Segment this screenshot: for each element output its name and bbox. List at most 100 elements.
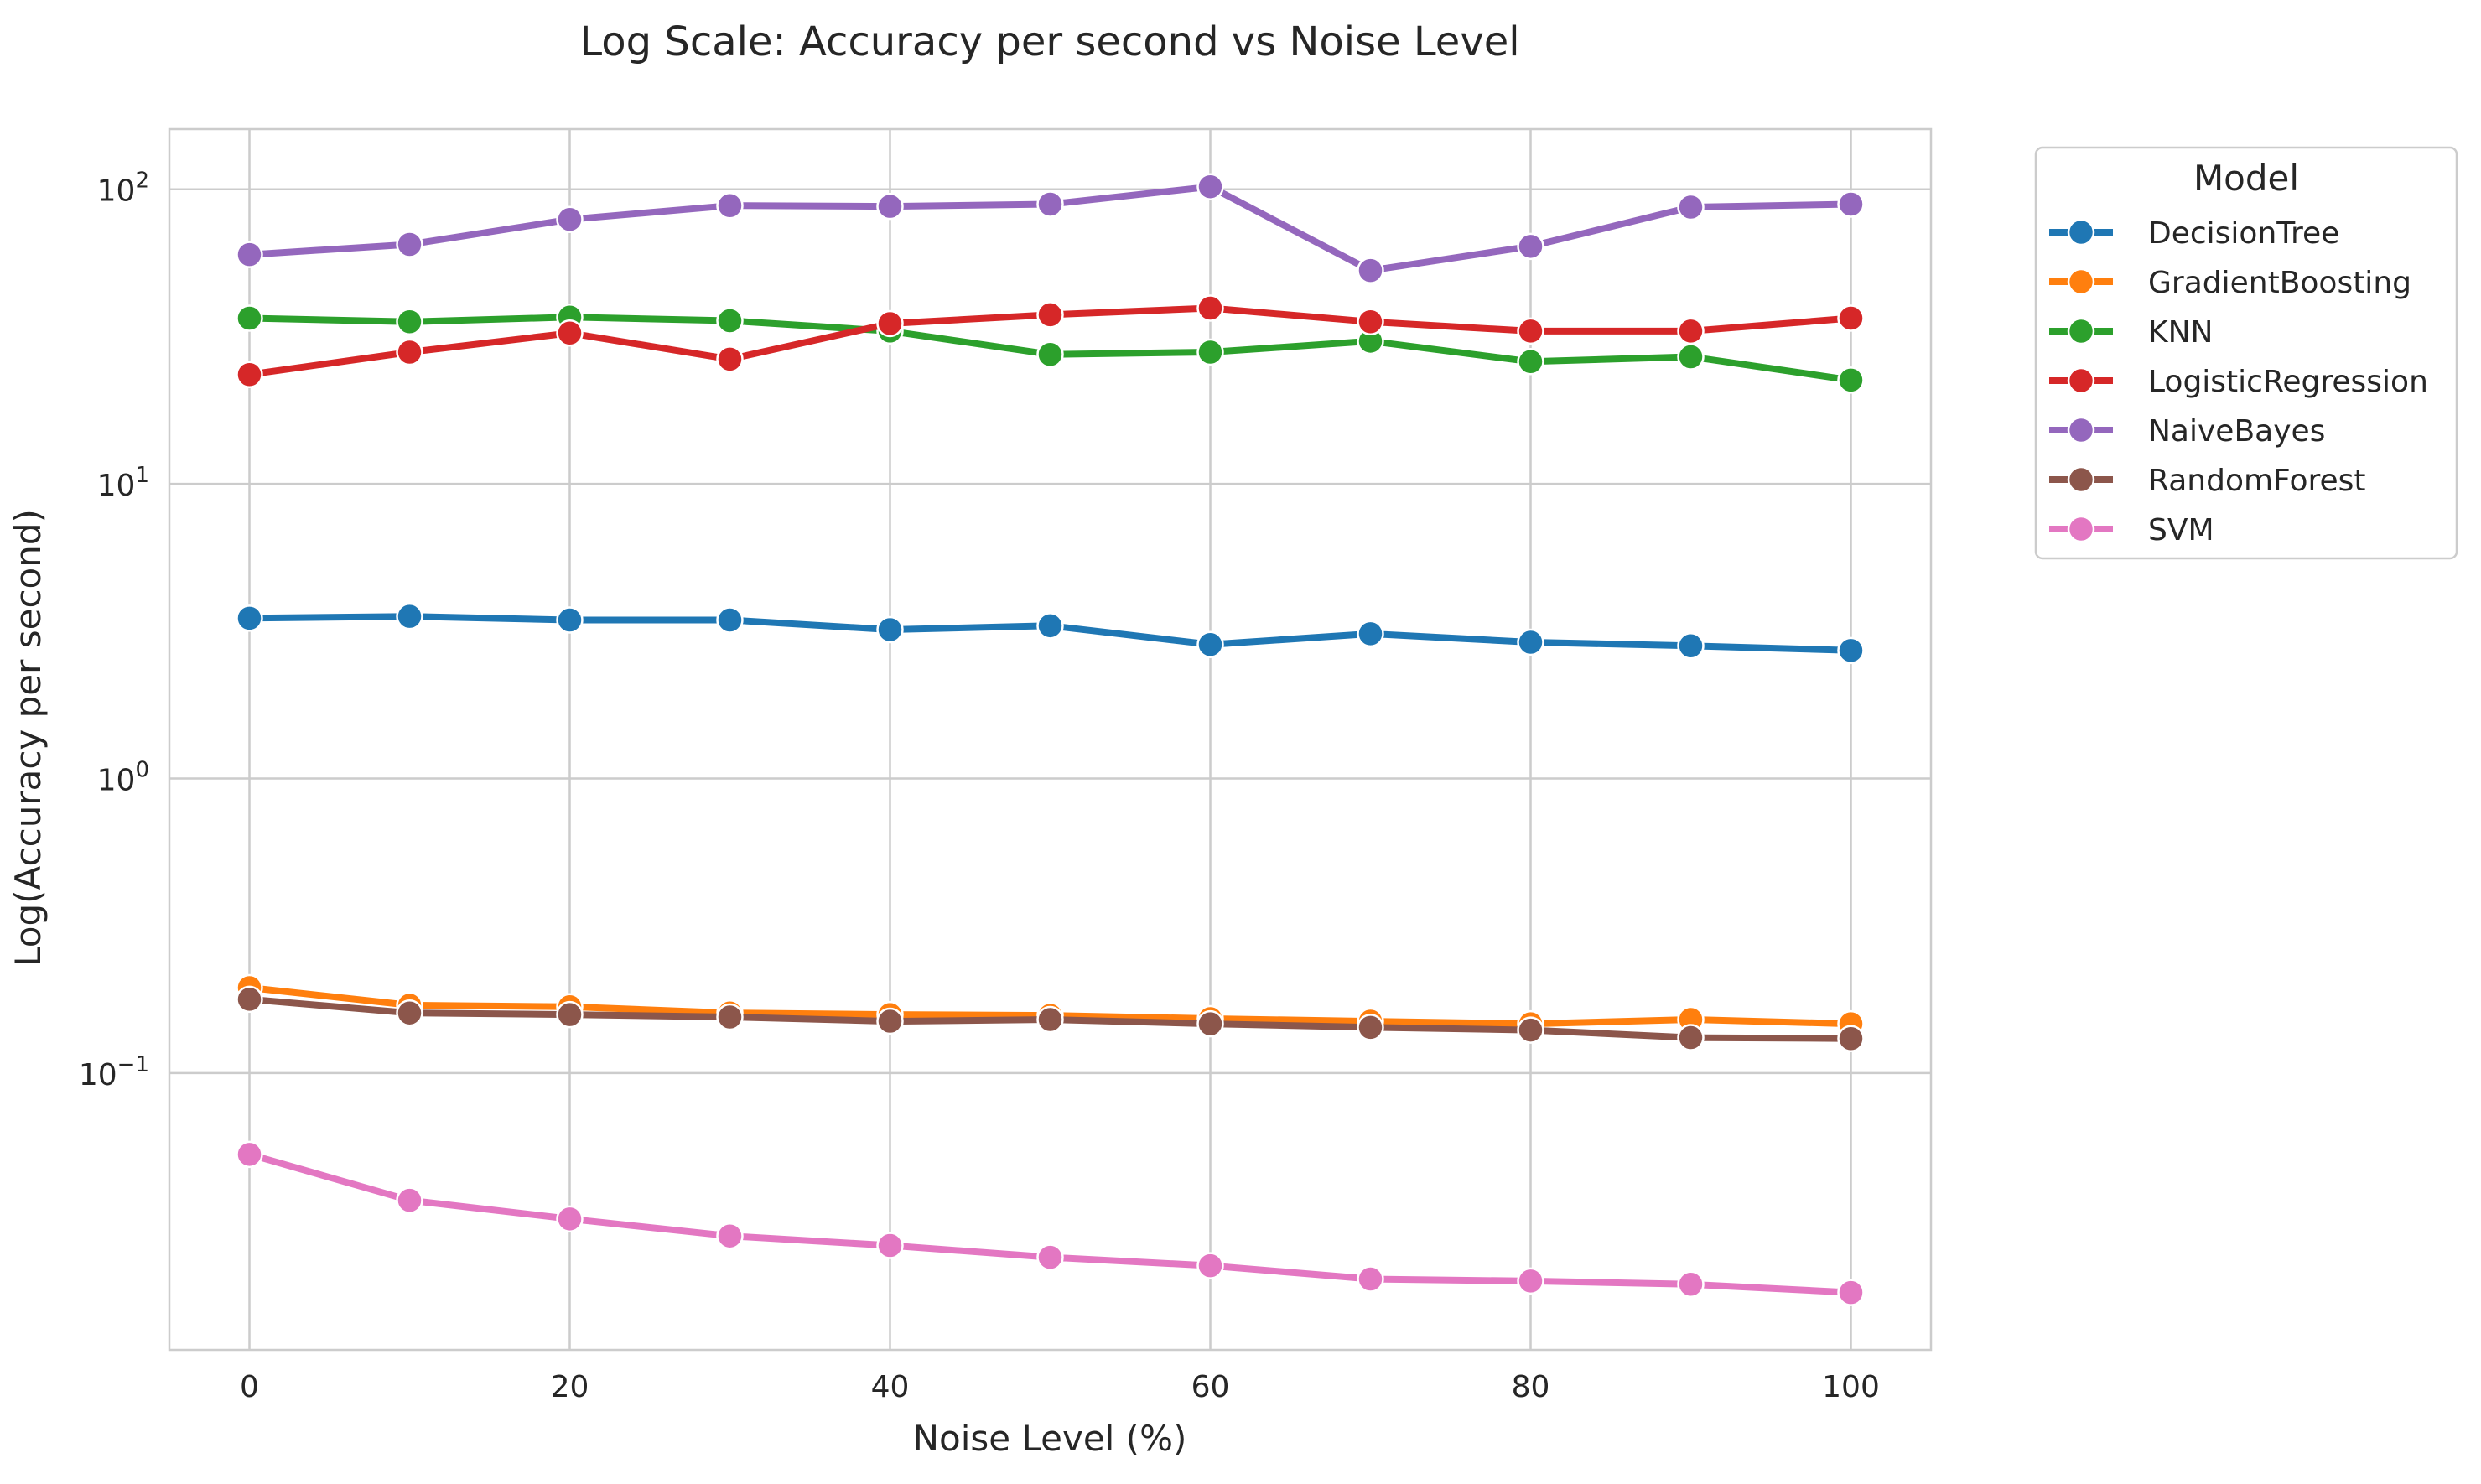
data-point	[236, 304, 263, 332]
data-point	[236, 1140, 263, 1169]
data-point	[1357, 308, 1384, 336]
data-point	[716, 307, 744, 335]
legend-label: GradientBoosting	[2148, 266, 2411, 300]
data-point	[716, 606, 744, 634]
series-layer	[236, 173, 1865, 1306]
data-point	[396, 231, 423, 258]
x-tick-label: 20	[551, 1370, 589, 1404]
data-point	[1677, 343, 1705, 371]
data-point	[1517, 1267, 1544, 1295]
x-tick-label: 40	[871, 1370, 910, 1404]
legend-label: RandomForest	[2148, 464, 2366, 498]
series-NaiveBayes	[236, 173, 1865, 284]
data-point	[1517, 317, 1544, 345]
data-point	[876, 1232, 904, 1259]
legend-entry: LogisticRegression	[2049, 365, 2428, 399]
plot-area-frame	[168, 127, 1933, 1352]
x-tick-label: 60	[1191, 1370, 1230, 1404]
data-point	[1036, 301, 1064, 329]
data-point	[1196, 630, 1224, 658]
data-point	[876, 1007, 904, 1035]
legend-marker	[2067, 416, 2095, 444]
data-point	[1036, 190, 1064, 218]
data-point	[1837, 636, 1865, 665]
data-point	[556, 1000, 584, 1029]
legend-marker	[2067, 366, 2095, 395]
x-axis-label: Noise Level (%)	[913, 1418, 1187, 1459]
data-point	[556, 606, 584, 634]
data-point	[1196, 1009, 1224, 1038]
data-point	[1837, 190, 1865, 218]
legend-entry: KNN	[2049, 315, 2213, 350]
data-point	[396, 338, 423, 366]
legend-entry: DecisionTree	[2049, 216, 2339, 251]
legend-entry: SVM	[2049, 513, 2214, 547]
data-point	[236, 361, 263, 388]
legend-title: Model	[2193, 158, 2299, 199]
data-point	[1196, 294, 1224, 322]
legend-entries: DecisionTree GradientBoosting KNN LogisticR…	[2049, 216, 2428, 547]
y-tick-label: 10−1	[79, 1052, 149, 1092]
data-point	[396, 602, 423, 630]
legend-marker	[2067, 465, 2095, 494]
legend-label: NaiveBayes	[2148, 414, 2325, 449]
data-point	[1517, 232, 1544, 261]
data-point	[716, 1003, 744, 1031]
data-point	[1196, 338, 1224, 366]
data-point	[1837, 1279, 1865, 1306]
data-point	[1677, 1270, 1705, 1299]
data-point	[1517, 1016, 1544, 1044]
data-point	[716, 345, 744, 373]
series-DecisionTree	[236, 602, 1865, 665]
data-point	[1036, 340, 1064, 368]
data-point	[876, 615, 904, 644]
legend-marker	[2067, 267, 2095, 296]
data-point	[1677, 193, 1705, 221]
data-point	[396, 1186, 423, 1214]
data-point	[1517, 348, 1544, 376]
data-point	[1357, 1265, 1384, 1293]
data-point	[1677, 1024, 1705, 1051]
data-point	[396, 999, 423, 1027]
data-point	[556, 205, 584, 233]
data-point	[1517, 628, 1544, 656]
legend-label: DecisionTree	[2148, 216, 2339, 251]
series-SVM	[236, 1140, 1865, 1306]
legend-entry: GradientBoosting	[2049, 266, 2411, 300]
y-tick-label: 101	[97, 463, 149, 503]
tick-labels: 0 20 40 60 80 100 102 101 100 10−1	[79, 169, 1880, 1404]
legend-entry: NaiveBayes	[2049, 414, 2325, 449]
data-point	[1036, 1005, 1064, 1034]
data-point	[1677, 632, 1705, 660]
data-point	[876, 309, 904, 338]
y-tick-label: 102	[97, 169, 149, 209]
x-tick-label: 80	[1512, 1370, 1550, 1404]
data-point	[556, 1205, 584, 1233]
data-point	[1196, 1252, 1224, 1279]
data-point	[236, 241, 263, 268]
data-point	[1036, 1243, 1064, 1271]
data-point	[1196, 173, 1224, 200]
y-tick-label: 100	[97, 758, 149, 798]
data-point	[556, 319, 584, 347]
series-LogisticRegression	[236, 294, 1865, 388]
data-point	[1837, 1025, 1865, 1052]
x-tick-label: 100	[1822, 1370, 1880, 1404]
data-point	[396, 308, 423, 336]
data-point	[1837, 366, 1865, 394]
x-tick-label: 0	[240, 1370, 259, 1404]
data-point	[236, 604, 263, 632]
legend-marker	[2067, 317, 2095, 345]
data-point	[716, 1222, 744, 1250]
legend-frame	[2034, 146, 2458, 560]
legend-label: SVM	[2148, 513, 2214, 547]
data-point	[1837, 304, 1865, 332]
y-axis-label: Log(Accuracy per second)	[8, 509, 49, 967]
legend: Model DecisionTree GradientBoosting KNN Log…	[2034, 146, 2458, 560]
data-point	[236, 985, 263, 1014]
data-point	[1357, 257, 1384, 284]
data-point	[1677, 317, 1705, 345]
data-point	[876, 192, 904, 221]
data-point	[1357, 620, 1384, 648]
